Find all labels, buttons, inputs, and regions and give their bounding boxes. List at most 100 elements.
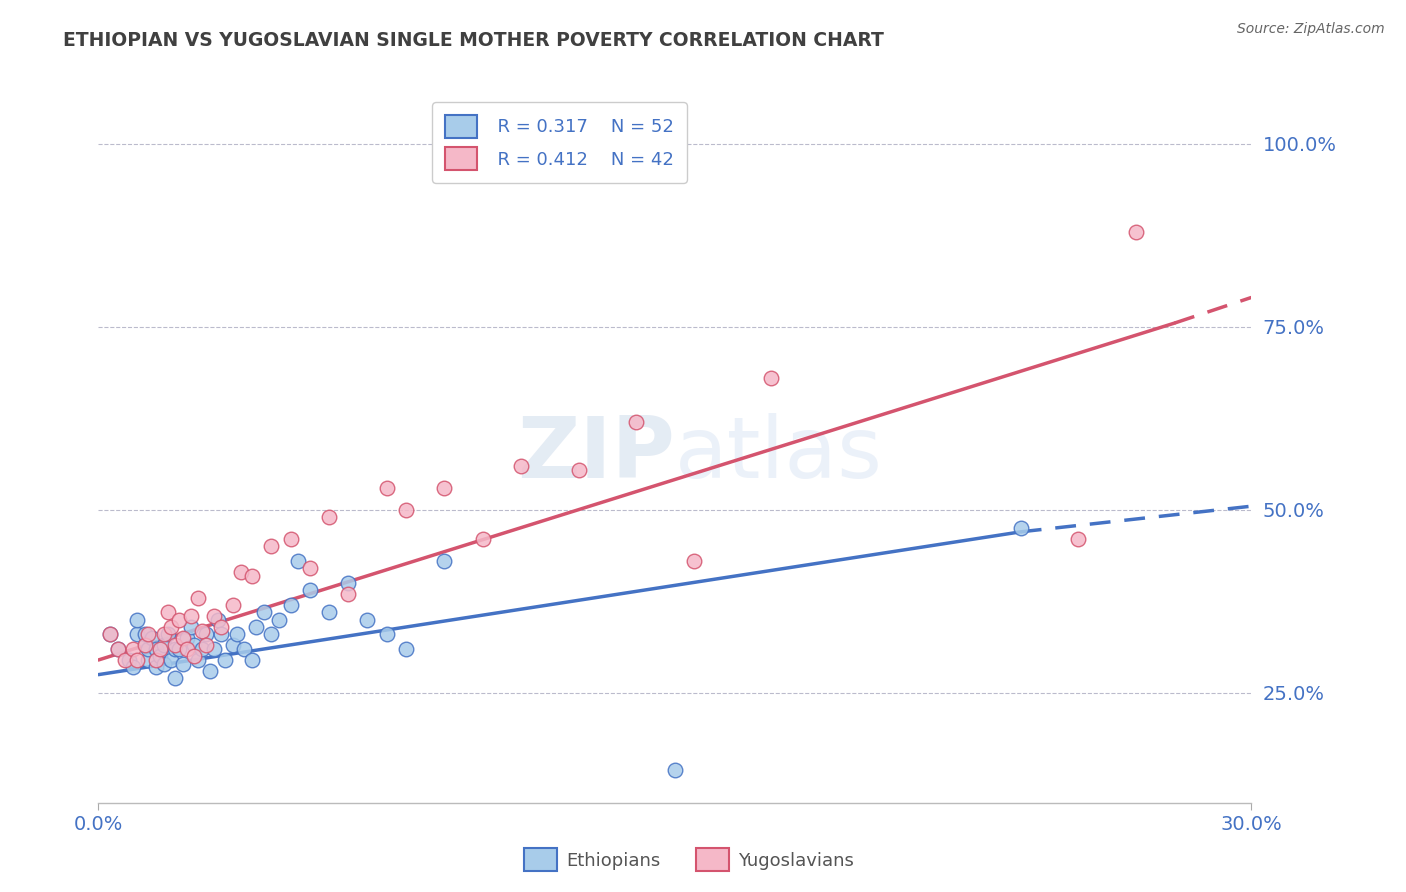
Point xyxy=(209,620,232,634)
Point xyxy=(298,583,321,598)
Point xyxy=(160,620,183,634)
Point xyxy=(568,462,591,476)
Point xyxy=(222,638,245,652)
Point xyxy=(318,510,340,524)
Point xyxy=(433,481,456,495)
Point xyxy=(395,503,418,517)
Point xyxy=(225,627,247,641)
Point xyxy=(180,609,202,624)
Point xyxy=(187,591,209,605)
Point xyxy=(167,642,190,657)
Point xyxy=(134,638,156,652)
Point xyxy=(1067,532,1090,546)
Point xyxy=(202,642,225,657)
Point xyxy=(145,660,167,674)
Point xyxy=(125,613,148,627)
Point xyxy=(152,657,174,671)
Point xyxy=(98,627,121,641)
Point xyxy=(187,653,209,667)
Point xyxy=(107,642,129,657)
Legend:   R = 0.317    N = 52,   R = 0.412    N = 42: R = 0.317 N = 52, R = 0.412 N = 42 xyxy=(432,103,688,183)
Point xyxy=(195,627,218,641)
Text: atlas: atlas xyxy=(675,413,883,497)
Point xyxy=(260,540,283,554)
Point xyxy=(683,554,706,568)
Point xyxy=(138,642,160,657)
Point xyxy=(298,561,321,575)
Point xyxy=(152,638,174,652)
Point xyxy=(202,609,225,624)
Point xyxy=(149,642,172,657)
Point xyxy=(160,653,183,667)
Point xyxy=(107,642,129,657)
Point xyxy=(198,664,221,678)
Point xyxy=(209,627,232,641)
Point xyxy=(626,415,648,429)
Point xyxy=(156,627,179,641)
Point xyxy=(510,458,533,473)
Point xyxy=(134,627,156,641)
Point xyxy=(287,554,309,568)
Point xyxy=(253,606,276,620)
Point xyxy=(172,657,194,671)
Point xyxy=(118,653,141,667)
Text: ETHIOPIAN VS YUGOSLAVIAN SINGLE MOTHER POVERTY CORRELATION CHART: ETHIOPIAN VS YUGOSLAVIAN SINGLE MOTHER P… xyxy=(63,31,884,50)
Point xyxy=(145,653,167,667)
Point xyxy=(176,631,198,645)
Point xyxy=(229,565,252,579)
Point xyxy=(375,481,398,495)
Point xyxy=(183,649,205,664)
Point xyxy=(280,532,302,546)
Point xyxy=(240,653,263,667)
Point xyxy=(145,642,167,657)
Point xyxy=(337,576,360,591)
Point xyxy=(138,627,160,641)
Point xyxy=(664,763,686,777)
Point xyxy=(125,653,148,667)
Point xyxy=(176,642,198,657)
Point xyxy=(337,587,360,601)
Text: ZIP: ZIP xyxy=(517,413,675,497)
Point xyxy=(207,613,229,627)
Point xyxy=(149,649,172,664)
Point xyxy=(172,631,194,645)
Point xyxy=(759,371,782,385)
Point xyxy=(156,606,179,620)
Point xyxy=(280,598,302,612)
Point xyxy=(318,606,340,620)
Point xyxy=(195,638,218,652)
Point xyxy=(471,532,494,546)
Point xyxy=(260,627,283,641)
Point xyxy=(122,660,145,674)
Point xyxy=(375,627,398,641)
Point xyxy=(98,627,121,641)
Point xyxy=(245,620,267,634)
Point xyxy=(191,642,214,657)
Point xyxy=(114,653,136,667)
Point xyxy=(167,613,190,627)
Point xyxy=(165,671,187,685)
Point xyxy=(152,627,174,641)
Point xyxy=(165,642,187,657)
Point xyxy=(122,642,145,657)
Point xyxy=(222,598,245,612)
Point xyxy=(134,638,156,652)
Point xyxy=(433,554,456,568)
Point xyxy=(233,642,256,657)
Legend: Ethiopians, Yugoslavians: Ethiopians, Yugoslavians xyxy=(517,841,860,879)
Text: Source: ZipAtlas.com: Source: ZipAtlas.com xyxy=(1237,22,1385,37)
Point xyxy=(191,624,214,638)
Point xyxy=(165,638,187,652)
Point xyxy=(138,653,160,667)
Point xyxy=(141,631,163,645)
Point xyxy=(183,638,205,652)
Point xyxy=(1010,521,1032,535)
Point xyxy=(214,653,236,667)
Point xyxy=(240,568,263,582)
Point xyxy=(395,642,418,657)
Point xyxy=(267,613,290,627)
Point xyxy=(356,613,378,627)
Point xyxy=(125,627,148,641)
Point xyxy=(180,620,202,634)
Point xyxy=(1125,225,1147,239)
